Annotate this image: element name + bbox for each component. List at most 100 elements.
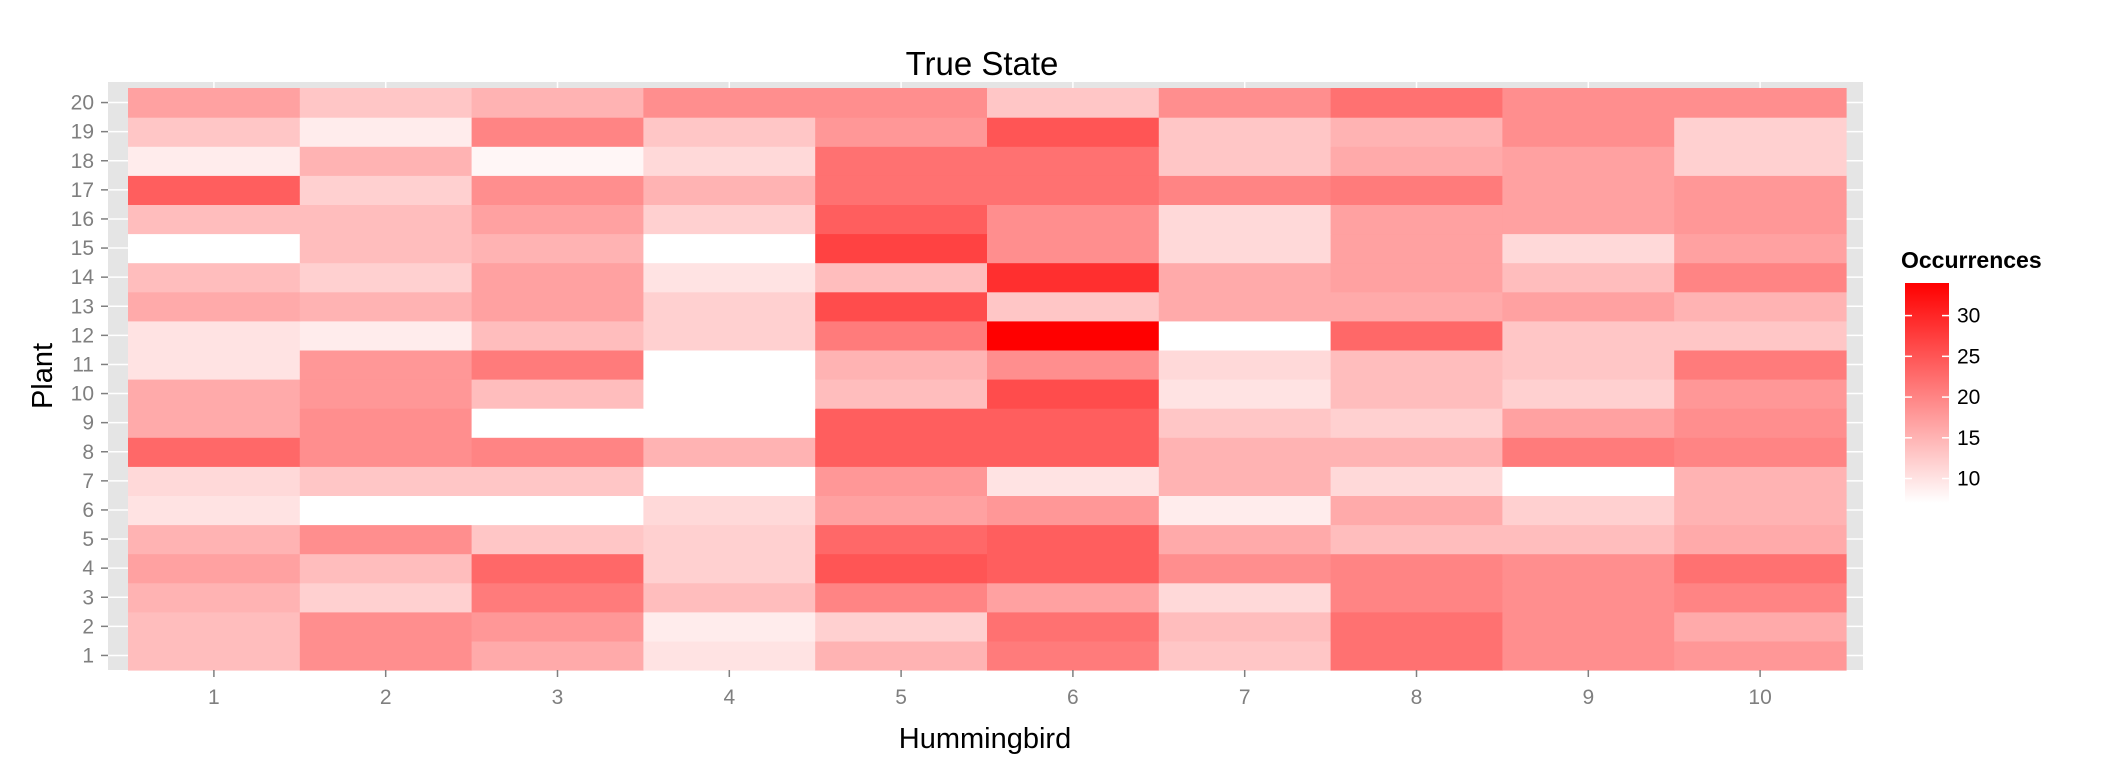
heatmap-cell bbox=[128, 88, 301, 118]
heatmap-cell bbox=[471, 146, 644, 176]
heatmap-cell bbox=[1674, 466, 1847, 496]
y-tick-label: 6 bbox=[82, 499, 94, 522]
x-tick-label: 4 bbox=[723, 686, 735, 709]
heatmap-cell bbox=[1674, 320, 1847, 351]
heatmap-cell bbox=[643, 291, 816, 322]
heatmap-cell bbox=[471, 437, 644, 467]
heatmap-cell bbox=[987, 408, 1160, 438]
heatmap-cell bbox=[1502, 437, 1675, 467]
heatmap-cell bbox=[128, 582, 301, 613]
heatmap-cell bbox=[1330, 495, 1503, 526]
heatmap-cell bbox=[987, 524, 1160, 555]
legend: Occurrences 10 15 20 25 30 bbox=[1901, 247, 2042, 503]
legend-color-bar bbox=[1905, 283, 1949, 503]
heatmap-cell bbox=[987, 466, 1160, 496]
heatmap-cell bbox=[987, 233, 1160, 264]
heatmap-cell bbox=[1674, 640, 1847, 671]
heatmap-cell bbox=[987, 582, 1160, 613]
heatmap-cell bbox=[299, 117, 473, 147]
heatmap-cell bbox=[815, 553, 988, 584]
heatmap-cell bbox=[299, 204, 473, 235]
heatmap-cell bbox=[643, 495, 816, 526]
heatmap-cell bbox=[471, 320, 644, 351]
heatmap-cell bbox=[1330, 204, 1503, 235]
heatmap-cell bbox=[987, 553, 1160, 584]
heatmap-cell bbox=[815, 408, 988, 438]
heatmap-cell bbox=[299, 349, 473, 380]
legend-tick-label: 10 bbox=[1957, 468, 1980, 491]
heatmap-cell bbox=[987, 437, 1160, 467]
heatmap-cell bbox=[1674, 379, 1847, 409]
y-tick-label: 15 bbox=[71, 237, 94, 260]
y-tick-label: 10 bbox=[71, 383, 94, 406]
y-tick-label: 20 bbox=[71, 92, 94, 115]
heatmap-cell bbox=[1674, 349, 1847, 380]
heatmap-cell bbox=[1158, 88, 1332, 118]
heatmap-cell bbox=[643, 204, 816, 235]
heatmap-cell bbox=[987, 262, 1160, 293]
y-tick-label: 18 bbox=[71, 150, 94, 173]
heatmap-cell bbox=[471, 262, 644, 293]
heatmap-cell bbox=[299, 408, 473, 438]
heatmap-cell bbox=[471, 204, 644, 235]
legend-title: Occurrences bbox=[1901, 247, 2042, 273]
heatmap-cell bbox=[1674, 495, 1847, 526]
heatmap-cell bbox=[128, 233, 301, 264]
heatmap-cells bbox=[128, 88, 1847, 671]
heatmap-cell bbox=[815, 233, 988, 264]
heatmap-cell bbox=[987, 349, 1160, 380]
heatmap-cell bbox=[643, 437, 816, 467]
heatmap-cell bbox=[128, 320, 301, 351]
heatmap-cell bbox=[1158, 146, 1332, 176]
heatmap-cell bbox=[471, 408, 644, 438]
heatmap-cell bbox=[1330, 146, 1503, 176]
heatmap-cell bbox=[815, 466, 988, 496]
heatmap-cell bbox=[471, 88, 644, 118]
heatmap-cell bbox=[1674, 175, 1847, 205]
heatmap-cell bbox=[815, 437, 988, 467]
heatmap-cell bbox=[299, 233, 473, 264]
heatmap-cell bbox=[1674, 524, 1847, 555]
heatmap-cell bbox=[471, 117, 644, 147]
heatmap-cell bbox=[1330, 553, 1503, 584]
heatmap-cell bbox=[815, 320, 988, 351]
heatmap-cell bbox=[643, 320, 816, 351]
heatmap-cell bbox=[128, 437, 301, 467]
legend-tick-label: 30 bbox=[1957, 305, 1980, 328]
x-tick-label: 1 bbox=[208, 686, 220, 709]
heatmap-cell bbox=[1158, 466, 1332, 496]
chart-title: True State bbox=[906, 45, 1059, 82]
heatmap-cell bbox=[128, 349, 301, 380]
heatmap-cell bbox=[643, 233, 816, 264]
heatmap-cell bbox=[643, 466, 816, 496]
heatmap-cell bbox=[1502, 466, 1675, 496]
heatmap-cell bbox=[299, 379, 473, 409]
heatmap-cell bbox=[643, 349, 816, 380]
heatmap-cell bbox=[987, 320, 1160, 351]
heatmap-cell bbox=[643, 175, 816, 205]
heatmap-cell bbox=[299, 553, 473, 584]
y-tick-label: 7 bbox=[82, 470, 94, 493]
heatmap-cell bbox=[1330, 524, 1503, 555]
heatmap-cell bbox=[643, 408, 816, 438]
heatmap-cell bbox=[815, 175, 988, 205]
heatmap-cell bbox=[128, 524, 301, 555]
heatmap-cell bbox=[471, 233, 644, 264]
heatmap-cell bbox=[1674, 291, 1847, 322]
heatmap-cell bbox=[1502, 582, 1675, 613]
heatmap-cell bbox=[1502, 495, 1675, 526]
heatmap-cell bbox=[1674, 117, 1847, 147]
heatmap-cell bbox=[643, 611, 816, 642]
heatmap-cell bbox=[987, 611, 1160, 642]
heatmap-cell bbox=[815, 495, 988, 526]
heatmap-cell bbox=[643, 640, 816, 671]
heatmap-cell bbox=[815, 524, 988, 555]
heatmap-cell bbox=[1330, 611, 1503, 642]
heatmap-cell bbox=[1158, 262, 1332, 293]
heatmap-cell bbox=[1158, 408, 1332, 438]
heatmap-cell bbox=[1674, 408, 1847, 438]
heatmap-cell bbox=[987, 495, 1160, 526]
heatmap-cell bbox=[471, 495, 644, 526]
heatmap-cell bbox=[1502, 524, 1675, 555]
